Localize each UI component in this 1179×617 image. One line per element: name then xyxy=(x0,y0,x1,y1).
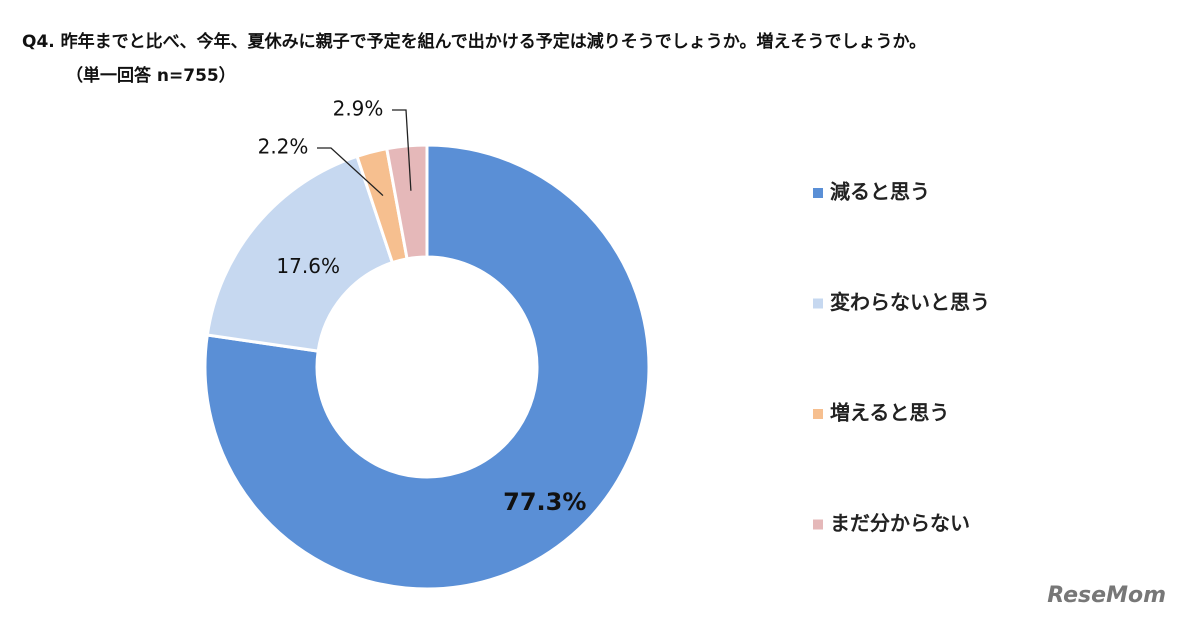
donut-slice xyxy=(203,143,651,591)
leader-line xyxy=(317,147,384,197)
legend-swatch xyxy=(813,519,823,530)
data-label: 17.6% xyxy=(276,254,340,278)
donut-slice xyxy=(385,143,429,261)
legend-swatch xyxy=(813,298,823,309)
data-label: 2.9% xyxy=(333,97,384,121)
chart-subtitle: （単一回答 n=755） xyxy=(66,65,236,86)
leader-line xyxy=(392,109,412,191)
data-label: 2.2% xyxy=(258,135,309,159)
watermark: ReseMom xyxy=(1047,583,1166,608)
legend-swatch xyxy=(813,188,823,198)
legend-swatch xyxy=(813,409,823,419)
legend-label: まだ分からない xyxy=(830,511,970,535)
data-label: 77.3% xyxy=(503,488,586,516)
legend-label: 減ると思う xyxy=(830,180,930,204)
legend-label: 変わらないと思う xyxy=(830,290,990,314)
chart-title: Q4. 昨年までと比べ、今年、夏休みに親子で予定を組んで出かける予定は減りそうで… xyxy=(22,31,926,52)
legend-label: 増えると思う xyxy=(830,401,949,425)
